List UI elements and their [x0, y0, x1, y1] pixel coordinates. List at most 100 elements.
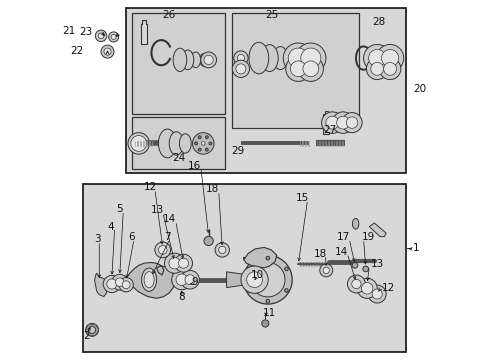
- Circle shape: [232, 60, 249, 77]
- Circle shape: [321, 112, 343, 134]
- Circle shape: [233, 51, 247, 65]
- Text: 12: 12: [143, 182, 156, 192]
- Circle shape: [112, 274, 127, 290]
- Circle shape: [178, 258, 188, 268]
- Circle shape: [346, 275, 365, 293]
- FancyBboxPatch shape: [131, 117, 224, 169]
- Circle shape: [108, 32, 119, 42]
- Circle shape: [122, 281, 130, 289]
- Text: 25: 25: [264, 10, 278, 20]
- Circle shape: [176, 274, 187, 285]
- Polygon shape: [226, 272, 251, 288]
- Circle shape: [265, 256, 269, 260]
- Text: 21: 21: [62, 26, 76, 36]
- Circle shape: [284, 289, 287, 292]
- Circle shape: [341, 113, 362, 133]
- Circle shape: [237, 54, 244, 62]
- Circle shape: [98, 33, 104, 39]
- Text: 28: 28: [371, 17, 385, 27]
- Text: 18: 18: [206, 184, 219, 194]
- Text: 5: 5: [116, 204, 122, 214]
- Text: 23: 23: [79, 27, 92, 37]
- Ellipse shape: [352, 219, 358, 229]
- Circle shape: [103, 275, 120, 293]
- Text: 16: 16: [188, 161, 201, 171]
- Text: 9: 9: [191, 277, 197, 287]
- Circle shape: [201, 141, 204, 145]
- Ellipse shape: [173, 48, 186, 72]
- Circle shape: [323, 267, 329, 274]
- Polygon shape: [324, 111, 327, 114]
- Circle shape: [284, 267, 287, 271]
- Circle shape: [367, 285, 386, 303]
- FancyBboxPatch shape: [231, 13, 359, 128]
- Circle shape: [351, 262, 357, 268]
- Circle shape: [368, 49, 385, 67]
- Circle shape: [88, 326, 96, 333]
- Circle shape: [287, 48, 308, 68]
- Circle shape: [247, 267, 250, 271]
- Circle shape: [381, 49, 398, 67]
- FancyBboxPatch shape: [126, 8, 405, 173]
- Circle shape: [285, 56, 310, 81]
- Circle shape: [180, 270, 199, 289]
- Circle shape: [243, 255, 292, 304]
- Circle shape: [295, 43, 325, 73]
- Polygon shape: [122, 262, 175, 298]
- Ellipse shape: [248, 42, 268, 74]
- Text: 24: 24: [172, 153, 185, 163]
- Circle shape: [171, 270, 191, 290]
- FancyBboxPatch shape: [131, 13, 224, 114]
- Circle shape: [250, 262, 285, 297]
- Circle shape: [241, 266, 267, 293]
- Circle shape: [332, 112, 353, 134]
- FancyBboxPatch shape: [83, 184, 405, 352]
- Circle shape: [164, 253, 184, 273]
- Polygon shape: [94, 273, 107, 297]
- Circle shape: [158, 246, 167, 254]
- Text: 19: 19: [361, 232, 374, 242]
- Polygon shape: [368, 223, 386, 237]
- Ellipse shape: [261, 45, 278, 72]
- Circle shape: [205, 148, 208, 151]
- Text: 13: 13: [150, 206, 163, 216]
- Circle shape: [205, 136, 208, 139]
- Text: 14: 14: [335, 247, 348, 257]
- Circle shape: [261, 320, 268, 327]
- Circle shape: [366, 58, 387, 80]
- Circle shape: [247, 289, 250, 292]
- Circle shape: [128, 133, 149, 154]
- Text: 4: 4: [107, 222, 113, 231]
- Circle shape: [208, 142, 211, 145]
- Circle shape: [198, 148, 201, 151]
- Circle shape: [95, 30, 106, 41]
- Text: 2: 2: [83, 331, 90, 341]
- Circle shape: [351, 279, 360, 289]
- Circle shape: [194, 142, 197, 145]
- Circle shape: [346, 117, 357, 129]
- Ellipse shape: [190, 52, 200, 68]
- Circle shape: [155, 242, 170, 258]
- Circle shape: [319, 264, 332, 277]
- Text: 11: 11: [263, 308, 276, 318]
- Circle shape: [174, 254, 192, 272]
- Text: 10: 10: [250, 270, 263, 280]
- Circle shape: [168, 257, 180, 269]
- Circle shape: [115, 278, 124, 287]
- Text: 17: 17: [336, 232, 349, 242]
- Text: 12: 12: [381, 283, 394, 293]
- Text: 14: 14: [163, 215, 176, 224]
- Polygon shape: [244, 247, 276, 268]
- Circle shape: [379, 58, 400, 80]
- Circle shape: [85, 323, 99, 336]
- Circle shape: [265, 300, 269, 303]
- Text: 29: 29: [231, 146, 244, 156]
- Text: 13: 13: [370, 259, 383, 269]
- Circle shape: [298, 56, 323, 81]
- Circle shape: [336, 116, 349, 129]
- Circle shape: [203, 55, 213, 64]
- Ellipse shape: [158, 129, 176, 158]
- Circle shape: [283, 43, 313, 73]
- Polygon shape: [323, 114, 329, 134]
- Circle shape: [370, 62, 383, 75]
